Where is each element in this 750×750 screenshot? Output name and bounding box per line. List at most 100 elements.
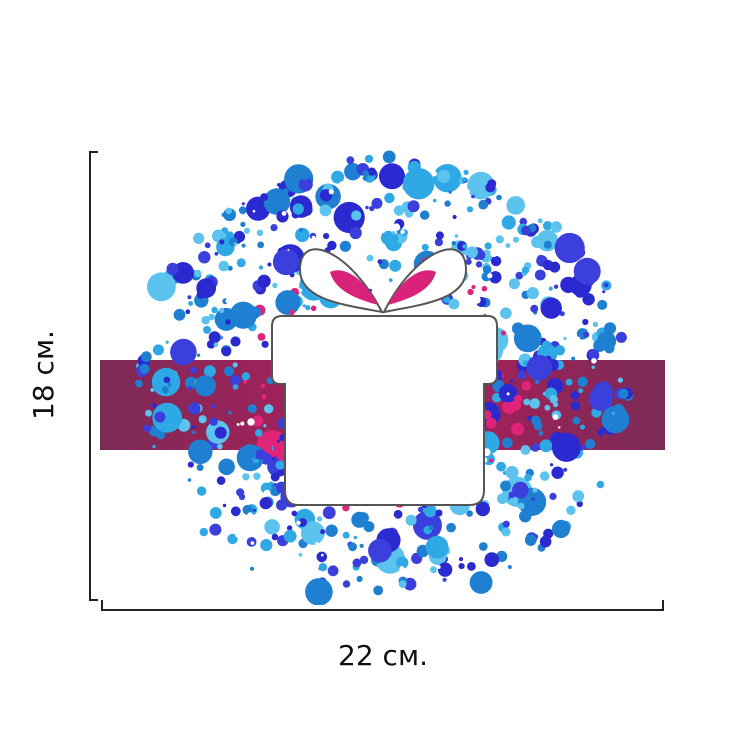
splatter-dot bbox=[236, 258, 246, 268]
splatter-dot bbox=[291, 510, 298, 517]
splatter-highlight bbox=[250, 541, 255, 545]
splatter-dot bbox=[420, 210, 430, 220]
splatter-dot bbox=[255, 449, 266, 460]
splatter-dot bbox=[536, 254, 545, 263]
splatter-dot bbox=[458, 557, 464, 562]
splatter-dot bbox=[333, 201, 365, 234]
splatter-dot bbox=[211, 306, 218, 314]
splatter-dot bbox=[571, 356, 576, 361]
splatter-dot bbox=[214, 251, 219, 256]
splatter-dot bbox=[196, 464, 204, 471]
splatter-dot bbox=[618, 388, 629, 399]
splatter-dot bbox=[531, 497, 535, 501]
splatter-dot bbox=[367, 167, 377, 176]
splatter-dot bbox=[196, 289, 206, 299]
splatter-dot bbox=[203, 365, 216, 378]
splatter-dot bbox=[277, 468, 285, 477]
splatter-dot bbox=[209, 507, 222, 519]
splatter-dot bbox=[225, 207, 232, 214]
splatter-highlight bbox=[506, 392, 510, 396]
splatter-dot bbox=[497, 493, 508, 505]
splatter-dot bbox=[327, 565, 339, 577]
splatter-dot bbox=[501, 330, 506, 336]
splatter-dot bbox=[393, 205, 405, 216]
width-label: 22 см. bbox=[338, 639, 428, 672]
splatter-dot bbox=[173, 308, 186, 321]
splatter-dot bbox=[540, 297, 562, 319]
splatter-dot bbox=[277, 183, 281, 187]
splatter-dot bbox=[253, 472, 261, 480]
splatter-dot bbox=[478, 199, 489, 210]
splatter-dot bbox=[501, 215, 516, 230]
splatter-dot bbox=[487, 179, 497, 189]
splatter-dot bbox=[403, 168, 435, 200]
splatter-dot bbox=[348, 542, 357, 552]
splatter-dot bbox=[241, 202, 245, 206]
splatter-dot bbox=[320, 529, 326, 535]
splatter-dot bbox=[527, 415, 532, 421]
splatter-dot bbox=[199, 527, 208, 537]
splatter-dot bbox=[232, 362, 238, 368]
splatter-highlight bbox=[242, 334, 251, 343]
splatter-dot bbox=[275, 460, 285, 470]
splatter-dot bbox=[425, 535, 449, 559]
splatter-dot bbox=[300, 172, 309, 181]
splatter-dot bbox=[208, 313, 215, 321]
splatter-dot bbox=[187, 461, 194, 468]
splatter-dot bbox=[526, 354, 553, 381]
splatter-dot bbox=[553, 402, 559, 408]
splatter-dot bbox=[213, 342, 219, 348]
splatter-dot bbox=[135, 379, 143, 388]
splatter-dot bbox=[496, 461, 506, 472]
splatter-dot bbox=[218, 307, 225, 314]
splatter-dot bbox=[466, 510, 473, 517]
splatter-dot bbox=[260, 383, 266, 389]
splatter-highlight bbox=[203, 312, 207, 316]
splatter-dot bbox=[574, 286, 586, 298]
splatter-dot bbox=[382, 150, 396, 164]
splatter-dot bbox=[448, 298, 460, 310]
splatter-dot bbox=[563, 336, 567, 341]
splatter-highlight bbox=[558, 426, 561, 429]
splatter-dot bbox=[257, 333, 266, 341]
splatter-dot bbox=[471, 284, 476, 290]
splatter-dot bbox=[150, 387, 155, 393]
splatter-dot bbox=[530, 304, 539, 313]
height-dimension bbox=[89, 151, 98, 601]
splatter-dot bbox=[467, 288, 474, 296]
splatter-dot bbox=[261, 340, 269, 348]
splatter-dot bbox=[148, 425, 160, 437]
splatter-dot bbox=[435, 509, 443, 517]
splatter-dot bbox=[576, 500, 583, 508]
splatter-dot bbox=[365, 205, 369, 210]
splatter-highlight bbox=[542, 462, 548, 467]
splatter-dot bbox=[602, 290, 606, 294]
splatter-highlight bbox=[247, 512, 253, 518]
splatter-dot bbox=[154, 411, 166, 423]
splatter-dot bbox=[531, 443, 540, 452]
splatter-dot bbox=[475, 501, 490, 517]
splatter-dot bbox=[428, 525, 434, 531]
splatter-dot bbox=[559, 311, 565, 317]
splatter-dot bbox=[139, 363, 150, 374]
splatter-dot bbox=[357, 512, 369, 524]
splatter-dot bbox=[276, 439, 280, 443]
splatter-dot bbox=[346, 156, 355, 165]
splatter-dot bbox=[298, 553, 303, 557]
width-bracket bbox=[101, 600, 664, 611]
splatter-dot bbox=[272, 248, 300, 276]
splatter-dot bbox=[458, 563, 465, 570]
splatter-dot bbox=[241, 372, 250, 381]
splatter-dot bbox=[500, 480, 511, 492]
splatter-dot bbox=[139, 374, 143, 378]
splatter-dot bbox=[318, 563, 328, 572]
splatter-dot bbox=[551, 466, 564, 479]
splatter-highlight bbox=[311, 235, 316, 240]
splatter-dot bbox=[252, 415, 264, 427]
splatter-dot bbox=[539, 439, 553, 453]
splatter-highlight bbox=[269, 233, 276, 240]
splatter-highlight bbox=[247, 418, 255, 426]
splatter-dot bbox=[362, 175, 368, 181]
splatter-dot bbox=[611, 411, 616, 415]
